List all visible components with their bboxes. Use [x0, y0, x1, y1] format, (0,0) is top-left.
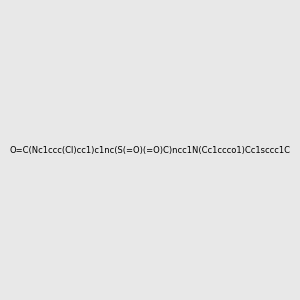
Text: O=C(Nc1ccc(Cl)cc1)c1nc(S(=O)(=O)C)ncc1N(Cc1ccco1)Cc1sccc1C: O=C(Nc1ccc(Cl)cc1)c1nc(S(=O)(=O)C)ncc1N(…: [10, 146, 290, 154]
